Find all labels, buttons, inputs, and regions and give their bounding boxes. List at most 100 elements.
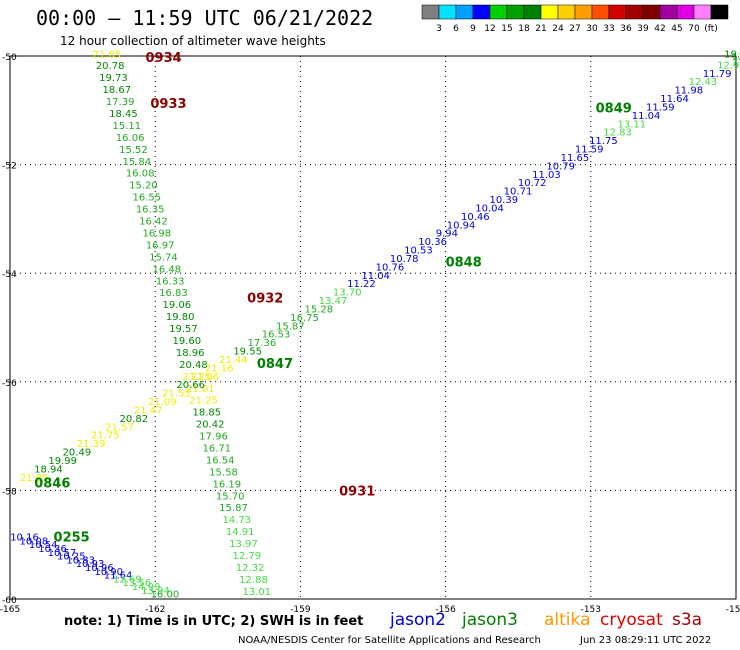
map-title: 00:00 – 11:59 UTC 06/21/2022	[36, 6, 373, 30]
wave-height-label: 10.46	[461, 212, 490, 223]
wave-height-label: 16.42	[139, 217, 168, 228]
satellite-s3a: s3a	[672, 610, 702, 630]
colorbar-swatch	[421, 4, 440, 20]
lat-tick-label: -58	[2, 487, 17, 497]
colorbar-label: 9	[470, 24, 476, 34]
wave-height-label: 11.03	[532, 170, 561, 181]
wave-height-label: 15.74	[149, 252, 178, 263]
colorbar-swatch	[438, 4, 457, 20]
wave-height-label: 21.65	[92, 49, 121, 60]
wave-height-label: 10.36	[418, 237, 447, 248]
wave-height-label: 21.57	[105, 422, 134, 433]
wave-height-label: 11.59	[646, 102, 675, 113]
wave-height-label: 12.32	[236, 563, 265, 574]
pass-time-label: 0846	[34, 476, 70, 491]
lon-tick-label: -156	[435, 605, 456, 615]
wave-height-label: 16.33	[156, 276, 185, 287]
wave-height-label: 16.83	[159, 288, 188, 299]
wave-height-label: 13.94	[141, 586, 170, 597]
wave-height-label: 17.39	[106, 97, 135, 108]
satellite-jason3: jason3	[461, 610, 518, 630]
wave-height-label: 13.47	[319, 296, 348, 307]
wave-height-label: 15.28	[304, 304, 333, 315]
wave-height-label: 16.19	[213, 479, 242, 490]
colorbar-swatch	[642, 4, 661, 20]
pass-time-label: 0255	[54, 531, 90, 546]
wave-height-label: 16.06	[116, 133, 145, 144]
wave-height-label: 12.88	[239, 575, 268, 586]
wave-height-label: 21.44	[219, 355, 248, 366]
colorbar-swatch	[693, 4, 712, 20]
wave-height-label: 16.71	[203, 444, 232, 455]
wave-height-label: 21.01	[186, 384, 215, 395]
wave-height-label: 21.75	[91, 431, 120, 442]
colorbar-label: 21	[535, 24, 546, 34]
colorbar-swatch	[455, 4, 474, 20]
wave-height-label: 12.83	[603, 128, 632, 139]
lon-tick-label: -159	[290, 605, 311, 615]
colorbar-swatch	[540, 4, 559, 20]
wave-height-label: 16.48	[152, 264, 181, 275]
generated-timestamp: Jun 23 08:29:11 UTC 2022	[579, 635, 711, 646]
wave-height-label: 13.01	[243, 587, 272, 598]
wave-height-label: 11.64	[104, 571, 133, 582]
wave-height-label: 19.60	[173, 336, 202, 347]
wave-height-label: 12.79	[233, 551, 262, 562]
colorbar-label: 18	[518, 24, 530, 34]
wave-height-label: 11.75	[589, 136, 618, 147]
wave-height-label: 10.72	[518, 178, 547, 189]
wave-height-label: 10.16	[10, 533, 39, 544]
wave-height-label: 10.36	[38, 544, 67, 555]
map-subtitle: 12 hour collection of altimeter wave hei…	[60, 34, 326, 48]
credit-text: NOAA/NESDIS Center for Satellite Applica…	[238, 635, 541, 646]
wave-height-label: 17.36	[248, 338, 277, 349]
colorbar-label: 36	[620, 24, 632, 34]
wave-height-label: 10.54	[29, 540, 58, 551]
map-frame	[9, 55, 737, 600]
wave-height-label: 12.43	[689, 77, 718, 88]
colorbar-label: 12	[484, 24, 495, 34]
colorbar-swatch	[710, 4, 729, 20]
wave-height-label: 16.98	[142, 228, 171, 239]
wave-height-label: 19.29	[724, 49, 740, 60]
colorbar-swatch	[472, 4, 491, 20]
wave-height-label: 20.42	[196, 420, 225, 431]
wave-height-label: 16.54	[206, 455, 235, 466]
satellite-cryosat: cryosat	[600, 610, 663, 630]
wave-height-label: 18.94	[34, 464, 63, 475]
wave-height-label: 20.78	[96, 61, 125, 72]
pass-time-label: 0933	[150, 97, 186, 112]
wave-height-label: 10.71	[504, 187, 533, 198]
lat-lon-grid	[10, 56, 736, 599]
wave-height-label: 18.67	[102, 85, 131, 96]
lat-tick-label: -52	[2, 162, 17, 172]
wave-height-label: 16.55	[132, 193, 161, 204]
wave-height-label: 10.25	[57, 552, 86, 563]
wave-height-label: 11.04	[361, 271, 390, 282]
wave-height-label: 10.39	[489, 195, 518, 206]
pass-time-label: 0848	[446, 255, 482, 270]
wave-height-label: 10.08	[20, 536, 49, 547]
wave-height-label: 10.96	[85, 563, 114, 574]
wave-height-label: 19.06	[162, 300, 191, 311]
wave-height-label: 13.11	[618, 119, 647, 130]
wave-height-label: 10.76	[376, 262, 405, 273]
colorbar-label: 42	[654, 24, 665, 34]
colorbar-swatch	[659, 4, 678, 20]
colorbar-swatch	[489, 4, 508, 20]
satellite-jason2: jason2	[389, 610, 446, 630]
wave-height-label: 11.64	[660, 94, 689, 105]
wave-height-label: 17.9	[732, 57, 740, 68]
colorbar-label: 6	[453, 24, 459, 34]
wave-height-label: 14.91	[226, 527, 255, 538]
wave-height-label: 20.48	[179, 360, 208, 371]
wave-height-label: 15.70	[216, 491, 245, 502]
wave-height-label: 16.08	[126, 169, 155, 180]
pass-time-label: 0849	[596, 102, 632, 117]
wave-height-label: 21.06	[191, 372, 220, 383]
legend: note: 1) Time is in UTC; 2) SWH is in fe…	[64, 610, 702, 630]
wave-height-label: 16.53	[262, 330, 291, 341]
colorbar-label: 24	[552, 24, 564, 34]
colorbar-swatch	[574, 4, 593, 20]
wave-height-label: 11.04	[632, 111, 661, 122]
